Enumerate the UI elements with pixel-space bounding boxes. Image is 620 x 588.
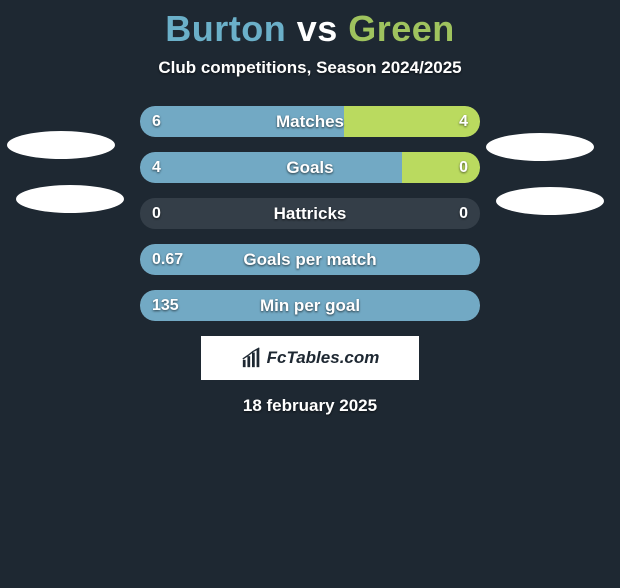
subtitle: Club competitions, Season 2024/2025 (0, 58, 620, 78)
bar-track: 40Goals (140, 152, 480, 183)
stat-label: Goals (140, 152, 480, 183)
avatar-placeholder (16, 185, 124, 213)
title-player2: Green (348, 8, 455, 49)
stat-label: Goals per match (140, 244, 480, 275)
avatar-placeholder (496, 187, 604, 215)
stat-row: 135Min per goal (0, 290, 620, 321)
bar-track: 0.67Goals per match (140, 244, 480, 275)
date-text: 18 february 2025 (0, 396, 620, 416)
logo-box: FcTables.com (201, 336, 419, 380)
stat-row: 64Matches (0, 106, 620, 137)
bar-track: 64Matches (140, 106, 480, 137)
title-player1: Burton (165, 8, 286, 49)
stat-label: Min per goal (140, 290, 480, 321)
logo-text: FcTables.com (267, 348, 380, 368)
bars-icon (241, 347, 263, 369)
bar-track: 135Min per goal (140, 290, 480, 321)
avatar-placeholder (7, 131, 115, 159)
page-title: Burton vs Green (0, 8, 620, 50)
bar-track: 00Hattricks (140, 198, 480, 229)
avatar-placeholder (486, 133, 594, 161)
stat-label: Matches (140, 106, 480, 137)
stat-label: Hattricks (140, 198, 480, 229)
stat-row: 0.67Goals per match (0, 244, 620, 275)
title-vs: vs (286, 8, 348, 49)
